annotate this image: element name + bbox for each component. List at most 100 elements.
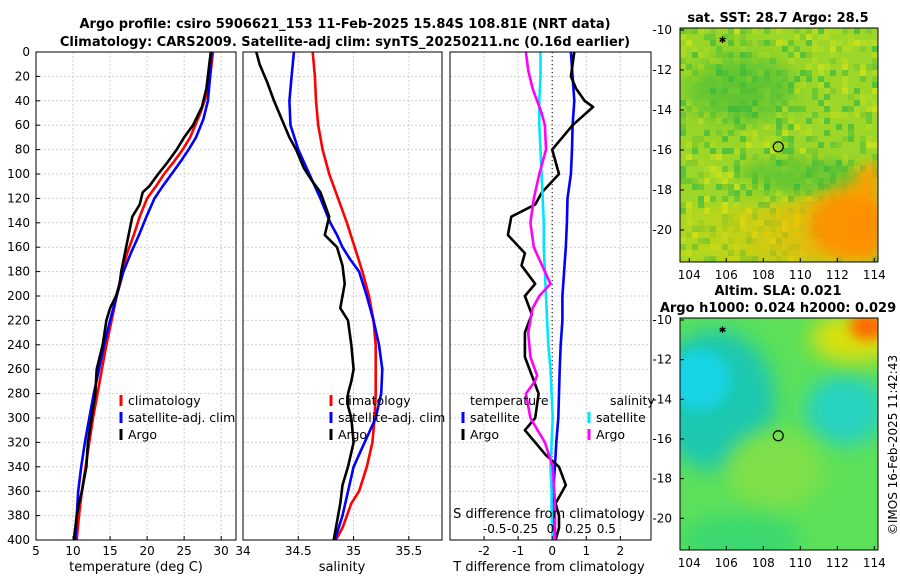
- x2-tick-label: 0: [547, 522, 555, 536]
- sst-cell: [692, 136, 698, 142]
- map-y-tick-label: -20: [652, 511, 672, 525]
- sst-cell: [770, 124, 776, 130]
- sst-cell: [788, 154, 794, 160]
- sst-cell: [740, 34, 746, 40]
- sst-cell: [770, 154, 776, 160]
- sst-cell: [692, 46, 698, 52]
- series-line-salinity-Argo: [524, 52, 557, 540]
- sst-cell: [830, 58, 836, 64]
- x-tick-label: 10: [65, 544, 80, 558]
- x-tick-label: -2: [478, 544, 490, 558]
- figure-title-line1: Argo profile: csiro 5906621_153 11-Feb-2…: [79, 17, 610, 32]
- map-x-tick-label: 110: [789, 556, 812, 570]
- sst-cell: [818, 82, 824, 88]
- sst-cell: [812, 118, 818, 124]
- sst-cell: [794, 82, 800, 88]
- sst-cell: [812, 142, 818, 148]
- x-tick-label: 35.5: [395, 544, 422, 558]
- sst-cell: [764, 196, 770, 202]
- sst-cell: [746, 130, 752, 136]
- y-tick-label: 400: [7, 533, 30, 547]
- sst-cell: [680, 124, 686, 130]
- sst-cell: [686, 202, 692, 208]
- sst-cell: [764, 148, 770, 154]
- sst-cell: [806, 124, 812, 130]
- sst-cell: [710, 196, 716, 202]
- sst-cell: [872, 58, 878, 64]
- sst-cell: [692, 142, 698, 148]
- sst-cell: [842, 88, 848, 94]
- sst-cell: [776, 154, 782, 160]
- sst-cell: [824, 70, 830, 76]
- sst-cell: [866, 94, 872, 100]
- sst-cell: [680, 196, 686, 202]
- sst-cell: [686, 112, 692, 118]
- sst-cell: [680, 64, 686, 70]
- sst-cell: [758, 46, 764, 52]
- y-tick-label: 380: [7, 509, 30, 523]
- sst-cell: [788, 118, 794, 124]
- sst-cell: [872, 106, 878, 112]
- sst-cell: [854, 100, 860, 106]
- sst-cell: [872, 46, 878, 52]
- sst-cell: [710, 34, 716, 40]
- sst-cell: [842, 112, 848, 118]
- sst-cell: [716, 46, 722, 52]
- sst-cell: [686, 64, 692, 70]
- sst-cell: [758, 40, 764, 46]
- x-tick-label: 15: [102, 544, 117, 558]
- series-line-temperature-Argo: [506, 52, 595, 540]
- x-tick-label: 34.5: [285, 544, 312, 558]
- sst-cell: [752, 142, 758, 148]
- sst-cell: [782, 118, 788, 124]
- difference-panel: -2 -1 0 1 2 -0.5 -0.25 0 0.25 0.5 T difference fr…: [449, 51, 655, 575]
- sst-cell: [818, 112, 824, 118]
- sst-cell: [836, 58, 842, 64]
- sst-cell: [860, 112, 866, 118]
- sst-cell: [842, 52, 848, 58]
- map-y-tick-label: -18: [652, 472, 672, 486]
- y-tick-label: 360: [7, 484, 30, 498]
- sst-cell: [860, 76, 866, 82]
- sst-cell: [716, 178, 722, 184]
- sst-cell: [764, 40, 770, 46]
- sst-cell: [800, 70, 806, 76]
- sst-cell: [794, 28, 800, 34]
- sst-cell: [680, 58, 686, 64]
- x-tick-label: 34: [235, 544, 250, 558]
- sst-cell: [746, 124, 752, 130]
- sst-cell: [782, 58, 788, 64]
- x-tick-label: 35: [346, 544, 361, 558]
- sst-cell: [740, 124, 746, 130]
- sst-cell: [812, 94, 818, 100]
- sst-cell: [860, 148, 866, 154]
- sst-cell: [734, 52, 740, 58]
- sst-cool-band: [740, 157, 860, 193]
- sst-cell: [722, 172, 728, 178]
- sst-cell: [842, 82, 848, 88]
- sst-cell: [728, 190, 734, 196]
- sst-cell: [866, 130, 872, 136]
- sst-cell: [806, 148, 812, 154]
- sst-cell: [806, 40, 812, 46]
- series-line-satellite-adj-clim: [288, 52, 384, 540]
- sst-cell: [776, 112, 782, 118]
- sst-cell: [860, 142, 866, 148]
- map-y-tick-label: -16: [652, 432, 672, 446]
- temperature-xlabel: temperature (deg C): [69, 560, 203, 575]
- sst-cell: [776, 28, 782, 34]
- sst-cell: [734, 160, 740, 166]
- sst-cell: [860, 70, 866, 76]
- sst-cell: [722, 136, 728, 142]
- sst-cell: [710, 142, 716, 148]
- sst-cell: [842, 28, 848, 34]
- sst-cell: [770, 196, 776, 202]
- sst-cell: [722, 40, 728, 46]
- sst-cell: [752, 130, 758, 136]
- sst-cell: [680, 70, 686, 76]
- sst-cell: [716, 184, 722, 190]
- x-tick-label: 5: [32, 544, 40, 558]
- sst-cell: [830, 142, 836, 148]
- sst-cell: [824, 106, 830, 112]
- sst-cell: [812, 136, 818, 142]
